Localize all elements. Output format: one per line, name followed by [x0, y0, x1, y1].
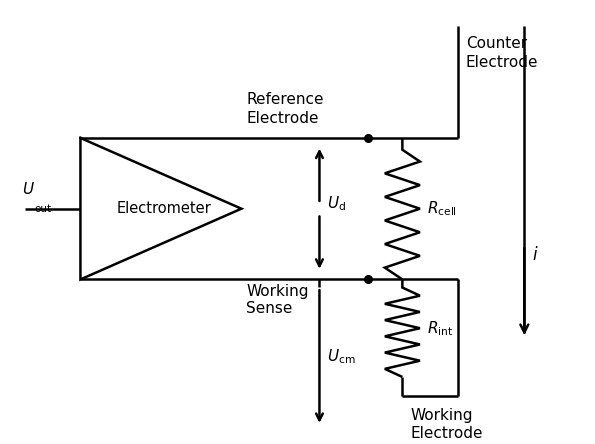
- Text: $R_\mathrm{cell}$: $R_\mathrm{cell}$: [427, 199, 457, 218]
- Text: $U_\mathrm{cm}$: $U_\mathrm{cm}$: [327, 347, 356, 366]
- Text: out: out: [35, 204, 52, 214]
- Text: $R_\mathrm{int}$: $R_\mathrm{int}$: [427, 319, 453, 337]
- Text: Electrode: Electrode: [410, 426, 483, 441]
- Text: Working: Working: [410, 408, 472, 423]
- Text: $U$: $U$: [22, 181, 35, 197]
- Text: Electrometer: Electrometer: [117, 201, 211, 216]
- Text: Working: Working: [246, 284, 309, 299]
- Text: $i$: $i$: [532, 246, 538, 264]
- Text: Reference: Reference: [246, 92, 324, 107]
- Text: $U_\mathrm{d}$: $U_\mathrm{d}$: [327, 194, 346, 213]
- Text: Counter: Counter: [466, 36, 527, 51]
- Text: Electrode: Electrode: [466, 55, 538, 70]
- Text: Sense: Sense: [246, 301, 293, 316]
- Text: Electrode: Electrode: [246, 111, 319, 126]
